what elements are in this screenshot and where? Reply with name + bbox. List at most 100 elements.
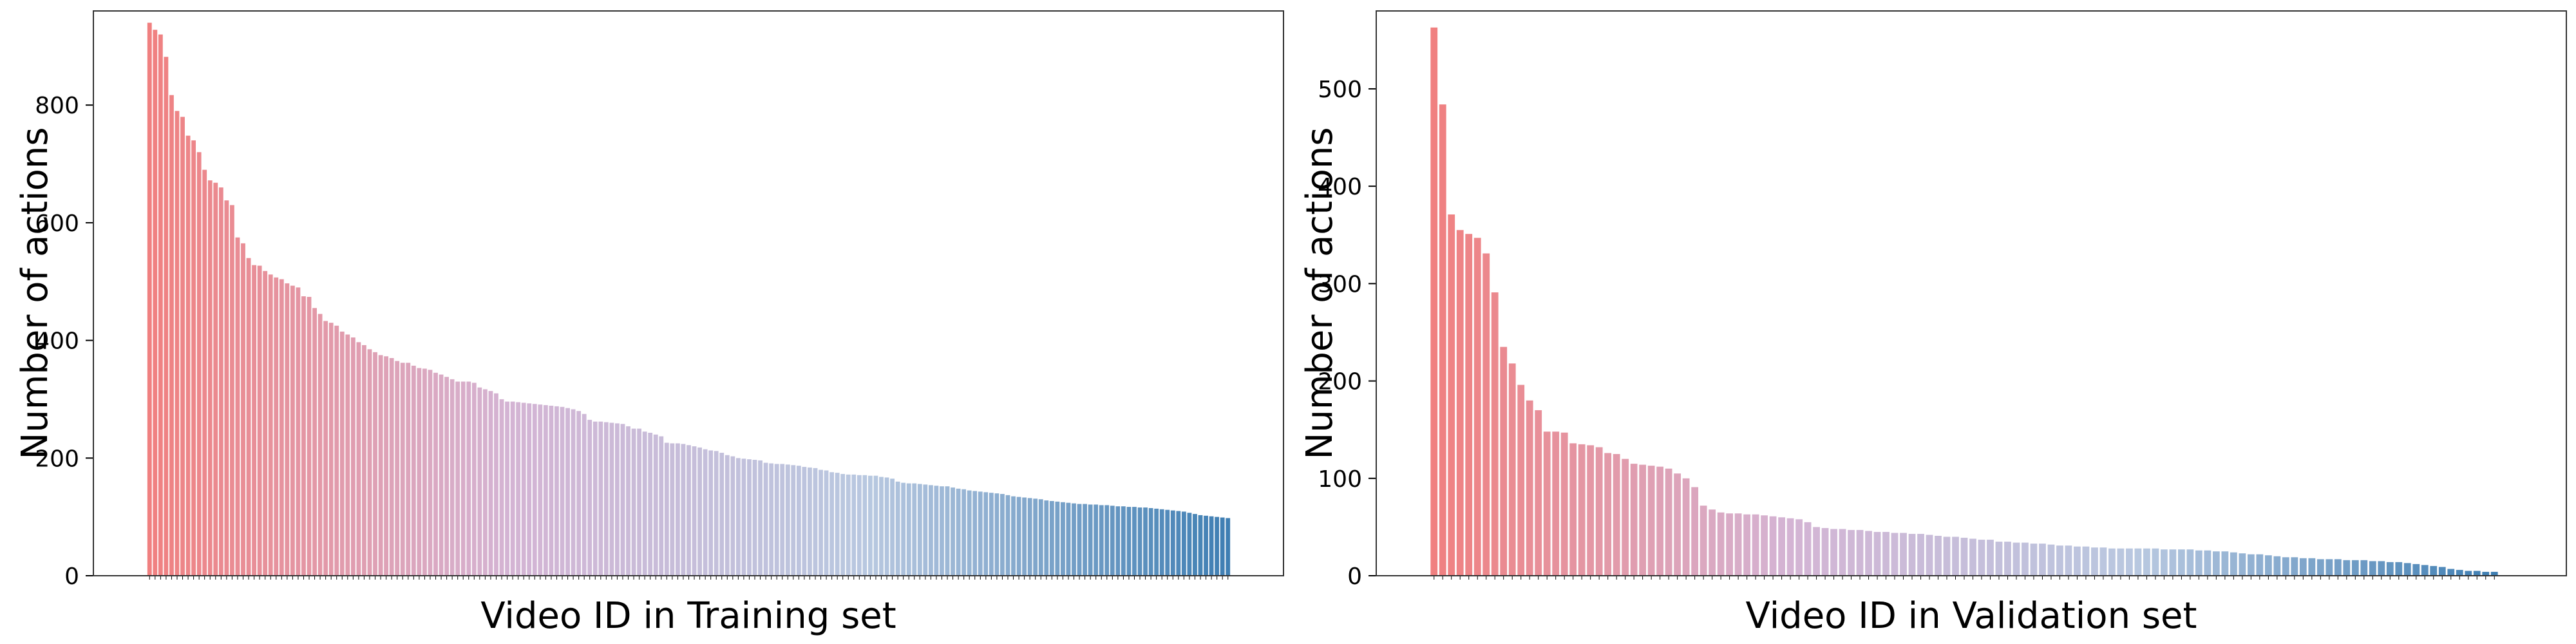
bar bbox=[730, 456, 735, 576]
bar bbox=[1448, 214, 1455, 576]
bar bbox=[230, 205, 234, 576]
bar bbox=[681, 444, 686, 576]
bar bbox=[2299, 558, 2307, 576]
bar bbox=[1882, 531, 1889, 576]
bar bbox=[411, 365, 416, 576]
bar bbox=[785, 464, 790, 576]
bar bbox=[2212, 551, 2220, 576]
bar bbox=[373, 352, 377, 576]
bar bbox=[1717, 512, 1725, 576]
bar bbox=[1159, 509, 1164, 576]
x-axis-title: Video ID in Training set bbox=[480, 595, 896, 637]
bar bbox=[350, 337, 355, 576]
bar bbox=[560, 406, 565, 576]
bar bbox=[1752, 514, 1759, 576]
bar bbox=[158, 34, 163, 576]
bar bbox=[769, 463, 774, 576]
bar bbox=[587, 419, 592, 576]
bar bbox=[328, 323, 334, 576]
chart-panel-1: 0 200 400 600 800 Video ID in Training set Num… bbox=[14, 10, 1284, 637]
bar-series bbox=[1430, 27, 2498, 580]
bar bbox=[1987, 540, 1994, 576]
bar bbox=[1587, 445, 1595, 576]
bar bbox=[2056, 545, 2063, 576]
bar bbox=[653, 434, 658, 576]
bar bbox=[648, 433, 653, 576]
bar bbox=[471, 383, 477, 576]
bar bbox=[2065, 545, 2072, 576]
bar bbox=[2421, 565, 2429, 576]
bar bbox=[378, 355, 383, 576]
bar bbox=[1665, 468, 1672, 576]
bar bbox=[890, 478, 895, 576]
bar bbox=[2282, 557, 2289, 576]
bar bbox=[1038, 499, 1043, 576]
bar bbox=[1148, 507, 1153, 576]
bar bbox=[592, 421, 598, 576]
bar bbox=[252, 265, 256, 576]
bar bbox=[2360, 560, 2368, 576]
bar bbox=[1709, 509, 1716, 576]
bar bbox=[917, 484, 922, 576]
bar bbox=[422, 368, 427, 576]
bar bbox=[2316, 559, 2324, 576]
bar bbox=[582, 413, 587, 576]
bar bbox=[796, 466, 801, 576]
bar bbox=[384, 356, 389, 576]
bar bbox=[400, 363, 405, 576]
chart-panel-2: 0 100 200 300 400 500 Video ID in Validation s… bbox=[1299, 10, 2567, 637]
bar bbox=[169, 95, 174, 576]
bar bbox=[1033, 498, 1038, 576]
bar bbox=[1198, 515, 1203, 576]
bar bbox=[2438, 567, 2446, 576]
bar bbox=[1943, 536, 1951, 576]
bar bbox=[2447, 569, 2455, 576]
bar bbox=[505, 401, 509, 576]
bar bbox=[339, 331, 345, 576]
bar bbox=[1560, 432, 1568, 576]
bar bbox=[824, 470, 829, 576]
bar bbox=[180, 117, 185, 576]
bar bbox=[2395, 562, 2403, 576]
bar bbox=[2482, 571, 2490, 576]
bar bbox=[2074, 546, 2081, 576]
bar bbox=[1204, 515, 1208, 576]
bar bbox=[637, 428, 642, 576]
bar bbox=[2082, 546, 2090, 576]
bar bbox=[994, 493, 999, 576]
bar bbox=[2161, 549, 2168, 576]
bar bbox=[153, 30, 158, 576]
bar bbox=[1055, 501, 1060, 576]
bar bbox=[1193, 514, 1197, 576]
bar bbox=[257, 265, 262, 576]
bar bbox=[1154, 508, 1159, 576]
bar bbox=[499, 399, 504, 576]
bar bbox=[906, 483, 911, 576]
bar bbox=[2291, 557, 2298, 576]
bar bbox=[521, 402, 526, 576]
bar bbox=[549, 405, 554, 576]
bar bbox=[1647, 466, 1655, 576]
bar bbox=[296, 287, 301, 576]
bar bbox=[290, 285, 295, 576]
bar bbox=[1066, 502, 1071, 576]
bar bbox=[224, 200, 229, 576]
bar bbox=[659, 436, 664, 576]
y-tick-label: 0 bbox=[1347, 564, 1362, 590]
bar bbox=[1952, 536, 1959, 576]
bar bbox=[857, 475, 862, 576]
bar bbox=[1137, 507, 1142, 576]
bar bbox=[626, 426, 630, 576]
bar bbox=[466, 381, 471, 576]
bar bbox=[334, 325, 339, 576]
bar bbox=[1786, 518, 1794, 576]
bar bbox=[1027, 498, 1032, 576]
bar bbox=[1891, 533, 1899, 576]
bar bbox=[603, 422, 609, 576]
bar bbox=[2256, 554, 2264, 576]
bar bbox=[274, 277, 279, 576]
bar bbox=[1848, 529, 1855, 576]
bar bbox=[1978, 540, 1985, 576]
bar bbox=[345, 334, 350, 576]
bar bbox=[687, 445, 691, 576]
